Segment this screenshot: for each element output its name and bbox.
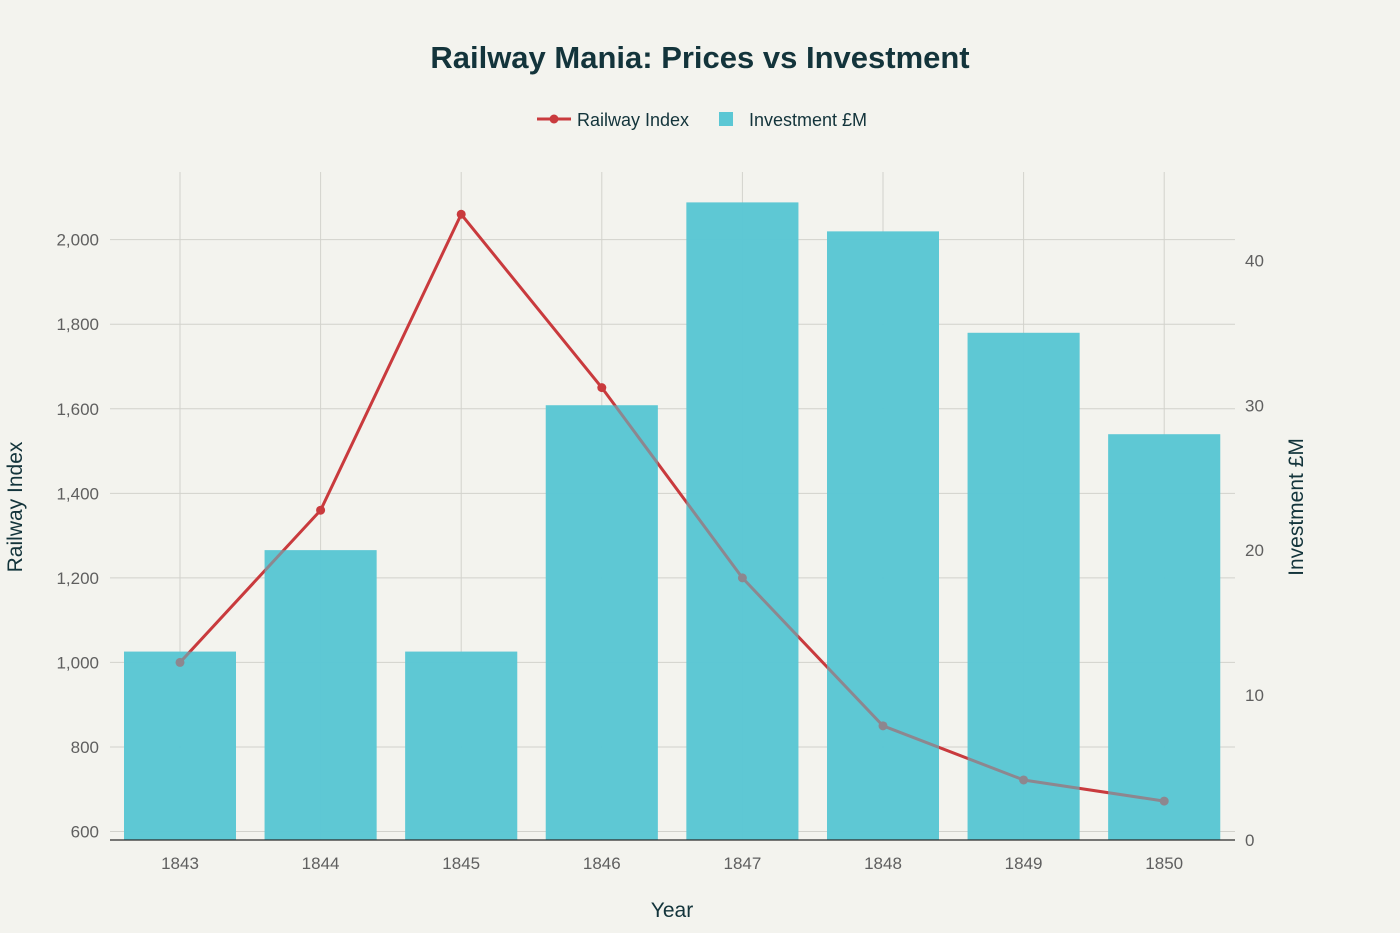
bar-overlay-1844	[264, 550, 377, 840]
line-layer	[124, 202, 1221, 840]
bar-overlay-1847	[686, 202, 799, 840]
bar-overlay-1845	[405, 651, 518, 840]
legend-bar-swatch	[719, 112, 733, 126]
y-tick-label-right: 20	[1245, 541, 1264, 560]
point-railway-index-1844[interactable]	[316, 505, 326, 515]
y-tick-label-left: 1,800	[56, 315, 99, 334]
bar-overlay-1846	[545, 405, 658, 840]
y-tick-label-left: 600	[71, 823, 99, 842]
y-tick-label-left: 1,600	[56, 400, 99, 419]
y-tick-label-left: 800	[71, 738, 99, 757]
legend[interactable]: Railway Index Investment £M	[537, 110, 867, 130]
axis-layer: 600 800 1,000 1,200 1,400 1,600 1,800 2,000 0 10 2…	[56, 231, 1263, 873]
x-tick-label: 1846	[583, 854, 621, 873]
x-tick-label: 1848	[864, 854, 902, 873]
y-axis-title-left: Railway Index	[4, 441, 27, 572]
y-tick-label-left: 1,200	[56, 569, 99, 588]
legend-line-marker	[549, 114, 559, 124]
chart-title: Railway Mania: Prices vs Investment	[430, 40, 969, 75]
bar-overlay-1850	[1108, 434, 1221, 840]
y-tick-label-left: 1,400	[56, 484, 99, 503]
y-tick-label-right: 10	[1245, 686, 1264, 705]
point-railway-index-1846[interactable]	[597, 383, 607, 393]
y-tick-label-right: 0	[1245, 831, 1254, 850]
x-tick-label: 1844	[302, 854, 340, 873]
y-tick-label-right: 30	[1245, 396, 1264, 415]
x-tick-label: 1847	[723, 854, 761, 873]
legend-label-railway-index: Railway Index	[577, 110, 689, 130]
legend-label-investment: Investment £M	[749, 110, 867, 130]
y-tick-label-left: 1,000	[56, 653, 99, 672]
x-tick-label: 1845	[442, 854, 480, 873]
x-axis-title: Year	[651, 899, 693, 922]
y-axis-title-right: Investment £M	[1285, 438, 1308, 576]
y-tick-label-left: 2,000	[56, 231, 99, 250]
x-tick-label: 1843	[161, 854, 199, 873]
x-tick-label: 1850	[1145, 854, 1183, 873]
bar-overlay-1843	[124, 651, 236, 840]
x-tick-label: 1849	[1005, 854, 1043, 873]
bar-overlay-1849	[967, 332, 1080, 840]
y-tick-label-right: 40	[1245, 251, 1264, 270]
bar-overlay-1848	[827, 231, 939, 840]
point-railway-index-1845[interactable]	[456, 209, 466, 219]
